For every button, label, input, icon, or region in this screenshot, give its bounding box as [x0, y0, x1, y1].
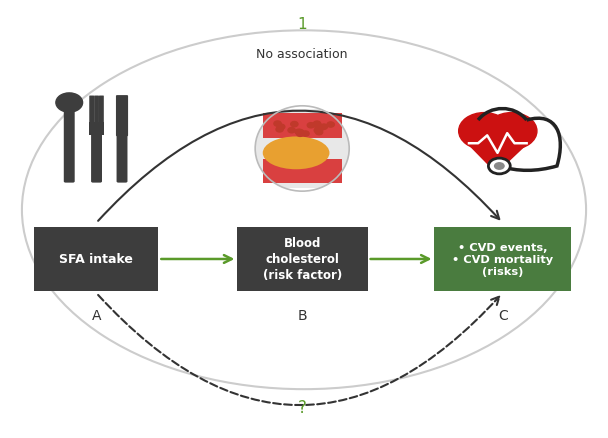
Text: Blood
cholesterol
(risk factor): Blood cholesterol (risk factor) [263, 237, 342, 282]
FancyBboxPatch shape [99, 96, 104, 126]
Circle shape [315, 127, 322, 133]
Circle shape [320, 125, 328, 130]
Circle shape [494, 162, 505, 170]
FancyBboxPatch shape [94, 96, 99, 126]
FancyBboxPatch shape [250, 84, 354, 110]
Ellipse shape [22, 31, 586, 389]
Text: ?: ? [298, 398, 306, 416]
Circle shape [297, 132, 304, 137]
FancyBboxPatch shape [263, 114, 342, 138]
Text: • CVD events,
• CVD mortality
(risks): • CVD events, • CVD mortality (risks) [452, 242, 553, 277]
FancyBboxPatch shape [116, 96, 128, 137]
Circle shape [297, 130, 304, 135]
Text: C: C [498, 308, 508, 322]
Circle shape [295, 130, 302, 135]
Text: SFA intake: SFA intake [60, 253, 133, 266]
FancyBboxPatch shape [34, 228, 159, 291]
Circle shape [307, 124, 314, 129]
FancyBboxPatch shape [435, 228, 571, 291]
Circle shape [458, 113, 510, 150]
Text: A: A [91, 308, 101, 322]
Circle shape [486, 113, 537, 150]
Circle shape [327, 123, 334, 128]
FancyBboxPatch shape [89, 96, 94, 126]
Ellipse shape [255, 106, 349, 192]
Text: No association: No association [257, 47, 348, 60]
FancyBboxPatch shape [237, 228, 368, 291]
Ellipse shape [263, 137, 330, 170]
FancyBboxPatch shape [250, 188, 354, 217]
FancyBboxPatch shape [64, 100, 75, 183]
Circle shape [278, 125, 285, 130]
Circle shape [313, 122, 320, 127]
Circle shape [274, 122, 282, 127]
Circle shape [56, 94, 83, 113]
Circle shape [316, 130, 323, 135]
Circle shape [319, 125, 326, 131]
FancyBboxPatch shape [89, 123, 105, 136]
Circle shape [276, 127, 283, 133]
Circle shape [488, 159, 510, 174]
Circle shape [288, 128, 295, 134]
FancyBboxPatch shape [91, 131, 102, 183]
Circle shape [314, 124, 322, 129]
Circle shape [291, 122, 298, 127]
Circle shape [302, 132, 309, 137]
FancyBboxPatch shape [117, 131, 128, 183]
Polygon shape [460, 136, 536, 173]
Circle shape [314, 128, 322, 134]
FancyBboxPatch shape [263, 159, 342, 183]
Text: B: B [298, 308, 307, 322]
Text: 1: 1 [297, 17, 307, 32]
